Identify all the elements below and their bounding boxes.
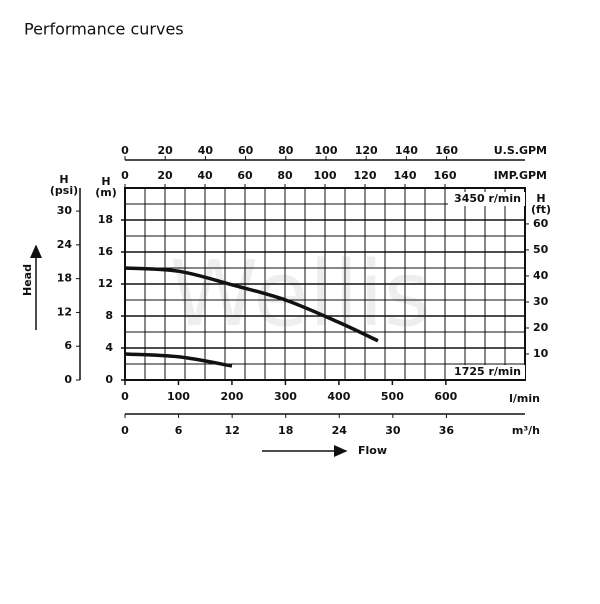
top-tick-label: 140 bbox=[394, 169, 417, 182]
top-tick-label: 80 bbox=[278, 144, 294, 157]
top-tick-label: 120 bbox=[354, 169, 377, 182]
x-label: l/min bbox=[509, 392, 540, 405]
x-tick-label: 600 bbox=[434, 390, 457, 403]
series-label-box bbox=[448, 192, 525, 206]
top-tick-label: 100 bbox=[315, 144, 338, 157]
y-tick-label: 16 bbox=[98, 245, 114, 258]
curve bbox=[124, 266, 379, 343]
y-tick-label: 0 bbox=[105, 373, 113, 386]
left-axis-unit: (psi) bbox=[50, 184, 78, 197]
top-tick-label: 20 bbox=[157, 169, 173, 182]
top-tick-label: 160 bbox=[434, 169, 457, 182]
y-label: H bbox=[101, 175, 110, 188]
left-tick-label: 6 bbox=[64, 339, 72, 352]
top-tick-label: 20 bbox=[158, 144, 174, 157]
bottom-axis-label: m³/h bbox=[512, 424, 540, 437]
right-tick-label: 50 bbox=[533, 243, 549, 256]
top-tick-label: 160 bbox=[435, 144, 458, 157]
top-tick-label: 0 bbox=[121, 169, 129, 182]
right-tick-label: 60 bbox=[533, 217, 549, 230]
x-tick-label: 500 bbox=[381, 390, 404, 403]
bottom-tick-label: 24 bbox=[332, 424, 348, 437]
y-tick-label: 12 bbox=[98, 277, 113, 290]
series-label-box bbox=[448, 365, 525, 379]
top-tick-label: 0 bbox=[121, 144, 129, 157]
y-tick-label: 8 bbox=[105, 309, 113, 322]
left-tick-label: 12 bbox=[57, 305, 72, 318]
watermark: Wellis bbox=[170, 242, 431, 347]
left-axis-label: H bbox=[59, 173, 68, 186]
page-title: Performance curves bbox=[24, 20, 184, 39]
right-tick-label: 30 bbox=[533, 295, 549, 308]
left-tick-label: 30 bbox=[57, 204, 73, 217]
top-tick-label: 40 bbox=[197, 169, 213, 182]
top-tick-label: 40 bbox=[198, 144, 214, 157]
right-tick-label: 20 bbox=[533, 321, 549, 334]
bottom-tick-label: 12 bbox=[224, 424, 239, 437]
x-tick-label: 300 bbox=[274, 390, 297, 403]
y-tick-label: 4 bbox=[105, 341, 113, 354]
series-label: 1725 r/min bbox=[454, 365, 521, 378]
top-axis-label: IMP.GPM bbox=[494, 169, 547, 182]
top-tick-label: 140 bbox=[395, 144, 418, 157]
top-tick-label: 60 bbox=[238, 144, 254, 157]
top-tick-label: 100 bbox=[314, 169, 337, 182]
y-tick-label: 18 bbox=[98, 213, 113, 226]
right-axis-unit: (ft) bbox=[531, 203, 551, 216]
right-tick-label: 10 bbox=[533, 347, 549, 360]
curve bbox=[124, 352, 233, 368]
x-tick-label: 400 bbox=[327, 390, 350, 403]
bottom-tick-label: 18 bbox=[278, 424, 293, 437]
x-tick-label: 0 bbox=[121, 390, 129, 403]
flow-label: Flow bbox=[358, 444, 387, 457]
bottom-tick-label: 6 bbox=[175, 424, 183, 437]
y-unit: (m) bbox=[95, 186, 117, 199]
left-tick-label: 24 bbox=[57, 238, 73, 251]
left-tick-label: 0 bbox=[64, 373, 72, 386]
right-axis-label: H bbox=[536, 192, 545, 205]
top-tick-label: 120 bbox=[355, 144, 378, 157]
head-label: Head bbox=[21, 264, 34, 296]
top-tick-label: 80 bbox=[277, 169, 293, 182]
left-tick-label: 18 bbox=[57, 272, 72, 285]
bottom-tick-label: 36 bbox=[439, 424, 455, 437]
x-tick-label: 100 bbox=[167, 390, 190, 403]
top-tick-label: 60 bbox=[237, 169, 253, 182]
bottom-tick-label: 0 bbox=[121, 424, 129, 437]
series-label: 3450 r/min bbox=[454, 192, 521, 205]
x-tick-label: 200 bbox=[220, 390, 243, 403]
right-tick-label: 40 bbox=[533, 269, 549, 282]
top-axis-label: U.S.GPM bbox=[494, 144, 547, 157]
bottom-tick-label: 30 bbox=[385, 424, 401, 437]
